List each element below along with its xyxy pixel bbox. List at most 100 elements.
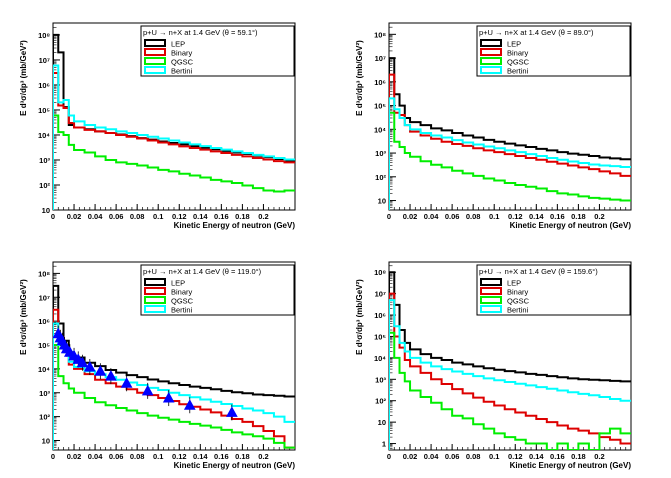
x-tick-label: 0.1: [153, 212, 163, 221]
legend: p+U → n+X at 1.4 GeV (θ = 89.0°) LEPBinar…: [476, 25, 631, 77]
y-tick-label: 10⁷: [375, 290, 386, 299]
y-tick-label: 10⁸: [374, 30, 386, 39]
legend-swatch-qgsc: [480, 296, 502, 304]
x-tick-label: 0.18: [235, 452, 250, 461]
legend-label-bertini: Bertini: [507, 67, 529, 76]
y-tick-label: 10²: [39, 181, 50, 190]
y-axis-label: E d³σ/dp³ (mb/GeV²): [19, 279, 28, 355]
y-tick-label: 10⁴: [374, 354, 386, 363]
series-group: [53, 33, 295, 210]
y-tick-label: 10³: [39, 156, 50, 165]
y-tick-label: 10⁴: [38, 131, 50, 140]
legend-box: [476, 264, 631, 316]
series-lep-line: [389, 57, 631, 210]
data-point: [105, 370, 117, 381]
data-point: [141, 384, 154, 396]
x-tick-label: 0: [387, 452, 391, 461]
legend-label-qgsc: QGSC: [507, 297, 530, 306]
x-tick-label: 0.06: [109, 212, 124, 221]
y-tick-label: 10⁶: [374, 78, 386, 87]
y-tick-label: 10⁴: [374, 125, 386, 134]
legend: p+U → n+X at 1.4 GeV (θ = 59.1°) LEPBinar…: [140, 25, 295, 77]
y-tick-label: 10⁵: [374, 102, 386, 111]
series-group: [389, 57, 631, 210]
x-tick-label: 0.06: [109, 452, 124, 461]
y-tick-label: 10⁵: [38, 341, 50, 350]
x-tick-label: 0.1: [153, 452, 163, 461]
measured-points: [52, 325, 238, 421]
x-tick-label: 0.16: [214, 212, 229, 221]
x-tick-label: 0.12: [508, 212, 523, 221]
y-tick-label: 10⁸: [38, 269, 50, 278]
y-tick-label: 10⁷: [375, 54, 386, 63]
x-tick-label: 0.14: [529, 212, 544, 221]
legend-box: [140, 25, 295, 77]
series-bertini-line: [389, 299, 631, 450]
data-point: [162, 392, 175, 403]
x-tick-label: 0: [51, 452, 55, 461]
x-tick-label: 0: [51, 212, 55, 221]
series-binary-line: [389, 292, 631, 450]
data-point: [226, 406, 238, 417]
x-tick-label: 0.08: [466, 452, 481, 461]
series-bertini-line: [389, 97, 631, 210]
legend-title: p+U → n+X at 1.4 GeV (θ = 59.1°): [143, 28, 258, 37]
y-tick-label: 10: [378, 418, 386, 427]
x-tick-label: 0.1: [489, 212, 499, 221]
legend: p+U → n+X at 1.4 GeV (θ = 159.6°) LEPBina…: [476, 264, 631, 316]
x-tick-label: 0.08: [130, 212, 145, 221]
legend-title: p+U → n+X at 1.4 GeV (θ = 159.6°): [479, 267, 598, 276]
x-tick-label: 0.1: [489, 452, 499, 461]
series-binary-line: [53, 72, 295, 210]
series-lep-line: [389, 271, 631, 450]
y-tick-label: 10⁶: [38, 317, 50, 326]
y-tick-label: 10: [42, 206, 50, 215]
x-tick-label: 0.18: [235, 212, 250, 221]
legend-swatch-lep: [480, 278, 502, 286]
y-tick-label: 10⁸: [374, 268, 386, 277]
x-tick-label: 0.02: [67, 452, 82, 461]
legend-swatch-binary: [480, 48, 502, 56]
chart-panel-2: 0 0.02 0.04 0.06 0.08 0.1 0.12 0.14 0.16 0.18 0.2K…: [355, 22, 632, 230]
x-tick-label: 0.12: [172, 212, 187, 221]
y-tick-label: 10²: [39, 413, 50, 422]
x-tick-label: 0.12: [172, 452, 187, 461]
y-tick-label: 10⁶: [374, 311, 386, 320]
legend-swatch-lep: [144, 39, 166, 47]
y-tick-label: 10⁷: [39, 56, 50, 65]
legend-title: p+U → n+X at 1.4 GeV (θ = 119.0°): [143, 267, 262, 276]
y-axis-label: E d³σ/dp³ (mb/GeV²): [19, 40, 28, 116]
series-qgsc-line: [53, 114, 295, 210]
x-axis: 0 0.02 0.04 0.06 0.08 0.1 0.12 0.14 0.16 0.18 0.2: [51, 444, 291, 461]
x-tick-label: 0.12: [508, 452, 523, 461]
data-point: [83, 360, 96, 372]
y-axis-label: E d³σ/dp³ (mb/GeV²): [355, 40, 364, 116]
y-tick-label: 10⁷: [39, 293, 50, 302]
x-tick-label: 0.18: [571, 212, 586, 221]
y-tick-label: 10: [378, 197, 386, 206]
x-tick-label: 0.2: [258, 212, 268, 221]
x-tick-label: 0.04: [88, 212, 103, 221]
y-tick-label: 10⁵: [374, 332, 386, 341]
x-tick-label: 0.14: [193, 452, 208, 461]
x-tick-label: 0.02: [403, 212, 418, 221]
y-tick-label: 10: [42, 437, 50, 446]
x-tick-label: 0.2: [594, 452, 604, 461]
y-tick-label: 1: [382, 440, 386, 449]
x-tick-label: 0.14: [529, 452, 544, 461]
x-tick-label: 0.04: [88, 452, 103, 461]
series-bertini-line: [53, 64, 295, 210]
y-tick-label: 10²: [375, 173, 386, 182]
legend-swatch-binary: [144, 48, 166, 56]
legend-label-binary: Binary: [171, 288, 193, 297]
legend-label-qgsc: QGSC: [171, 297, 194, 306]
x-tick-label: 0.16: [550, 212, 565, 221]
x-tick-label: 0.06: [445, 212, 460, 221]
x-tick-label: 0.2: [258, 452, 268, 461]
y-tick-label: 10⁶: [38, 81, 50, 90]
legend-swatch-bertini: [144, 66, 166, 74]
legend-swatch-qgsc: [480, 57, 502, 65]
x-tick-label: 0.16: [550, 452, 565, 461]
legend-label-bertini: Bertini: [171, 306, 193, 315]
x-tick-label: 0.04: [424, 452, 439, 461]
